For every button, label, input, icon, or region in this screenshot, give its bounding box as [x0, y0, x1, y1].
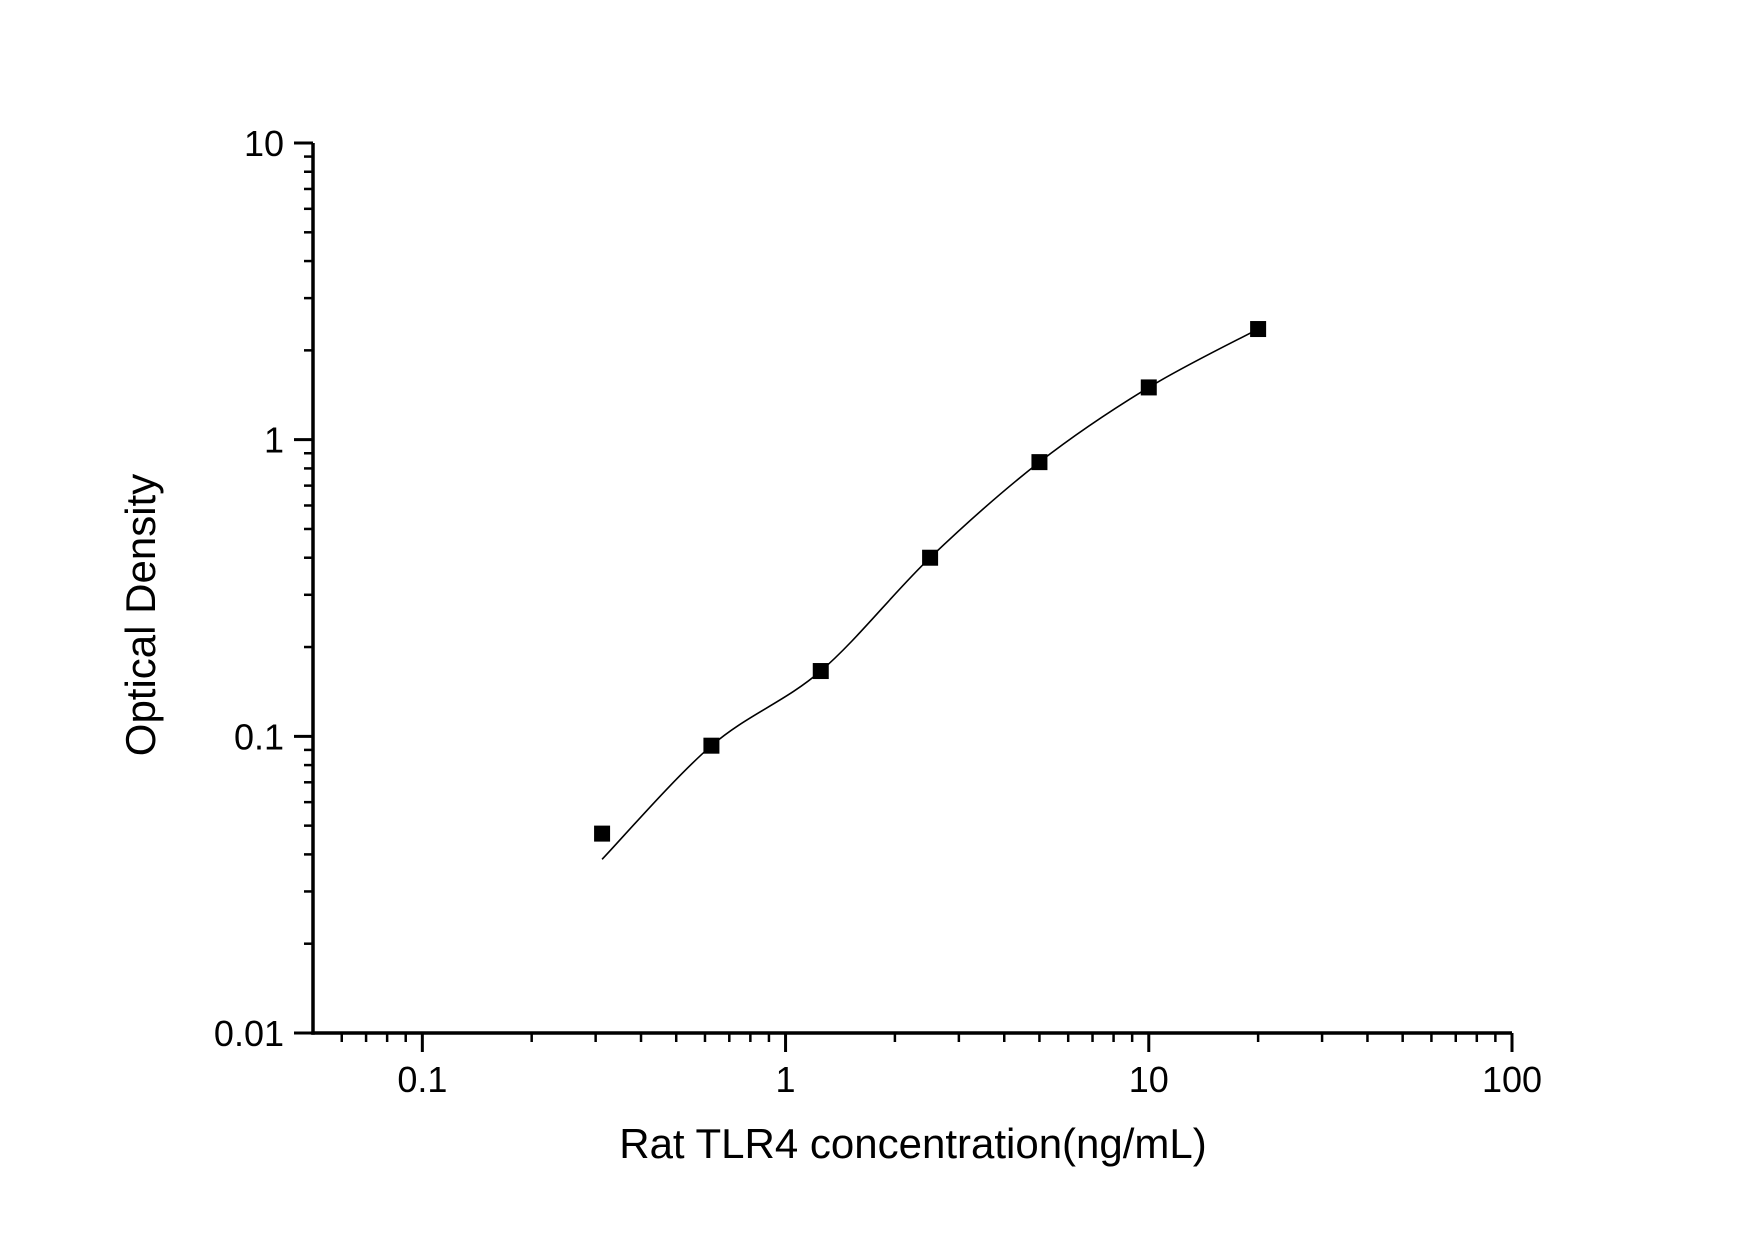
x-axis-title: Rat TLR4 concentration(ng/mL)	[619, 1120, 1207, 1167]
x-tick-label: 1	[776, 1059, 796, 1100]
data-point-marker	[922, 549, 939, 566]
data-point-marker	[1140, 379, 1157, 396]
data-point-marker	[1250, 321, 1267, 338]
y-tick-label: 10	[244, 123, 284, 164]
y-axis-title: Optical Density	[117, 473, 164, 757]
fit-curve	[601, 328, 1259, 860]
data-point-marker	[1031, 454, 1048, 471]
y-tick-label: 1	[264, 420, 284, 461]
y-tick-label: 0.1	[234, 716, 284, 757]
x-tick-label: 100	[1482, 1059, 1542, 1100]
data-point-marker	[594, 825, 611, 842]
data-point-marker	[703, 737, 720, 754]
x-tick-label: 10	[1129, 1059, 1169, 1100]
y-tick-label: 0.01	[214, 1013, 284, 1054]
x-tick-label: 0.1	[397, 1059, 447, 1100]
data-point-marker	[812, 663, 829, 680]
